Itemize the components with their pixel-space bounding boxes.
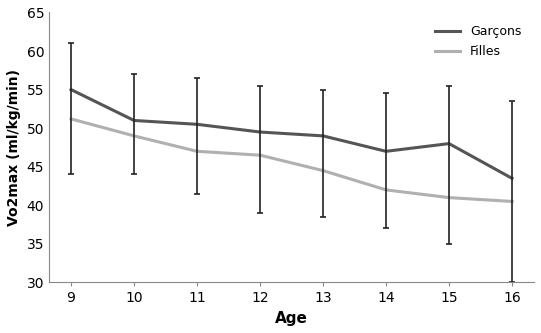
Filles xyxy=(320,168,326,172)
Garçons xyxy=(257,130,263,134)
Line: Filles: Filles xyxy=(71,119,512,201)
Garçons xyxy=(194,122,200,126)
Garçons xyxy=(131,119,137,123)
Filles xyxy=(68,117,74,121)
Garçons xyxy=(320,134,326,138)
Filles xyxy=(131,134,137,138)
Garçons xyxy=(509,176,515,180)
Garçons xyxy=(68,88,74,92)
Line: Garçons: Garçons xyxy=(71,90,512,178)
Filles xyxy=(509,199,515,203)
Garçons xyxy=(446,142,452,146)
Filles xyxy=(383,188,390,192)
Y-axis label: Vo2max (ml/kg/min): Vo2max (ml/kg/min) xyxy=(7,69,21,226)
X-axis label: Age: Age xyxy=(275,311,308,326)
Legend: Garçons, Filles: Garçons, Filles xyxy=(429,19,528,65)
Filles xyxy=(257,153,263,157)
Filles xyxy=(446,195,452,199)
Garçons xyxy=(383,149,390,153)
Filles xyxy=(194,149,200,153)
